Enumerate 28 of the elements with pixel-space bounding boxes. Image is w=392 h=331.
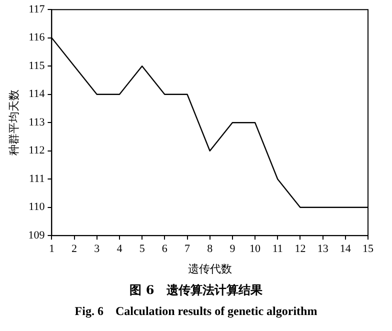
- x-tick-label: 14: [340, 243, 352, 256]
- y-tick-label: 114: [28, 88, 46, 100]
- x-tick-label: 11: [272, 243, 283, 256]
- x-tick-label: 7: [184, 243, 191, 256]
- x-tick-label: 4: [116, 243, 123, 256]
- y-tick-label: 115: [28, 60, 46, 72]
- text: 图 6 遗传算法计算结果: [128, 282, 264, 299]
- x-tick-label: 3: [94, 243, 100, 256]
- x-tick-label: 5: [139, 243, 146, 256]
- y-axis-title: 种群平均天数: [7, 90, 20, 156]
- x-tick-label: 6: [162, 243, 168, 256]
- x-tick-label: 2: [72, 243, 78, 256]
- text: Fig. 6 Calculation results of genetic algorithm: [74, 303, 318, 320]
- x-tick-label: 10: [250, 243, 262, 256]
- y-tick-label: 109: [28, 229, 46, 242]
- y-tick-label: 111: [29, 172, 45, 185]
- y-tick-label: 117: [28, 3, 46, 16]
- x-axis-title: 遗传代数: [188, 262, 232, 276]
- y-tick-label: 116: [28, 32, 46, 44]
- y-tick-label: 110: [28, 201, 46, 214]
- y-tick-label: 112: [28, 144, 45, 157]
- x-tick-label: 15: [362, 243, 374, 256]
- x-tick-label: 9: [230, 243, 236, 256]
- y-tick-label: 113: [28, 116, 46, 128]
- x-tick-label: 1: [48, 243, 54, 256]
- x-tick-label: 8: [207, 243, 214, 256]
- x-tick-label: 13: [317, 243, 329, 256]
- x-tick-label: 12: [294, 243, 306, 256]
